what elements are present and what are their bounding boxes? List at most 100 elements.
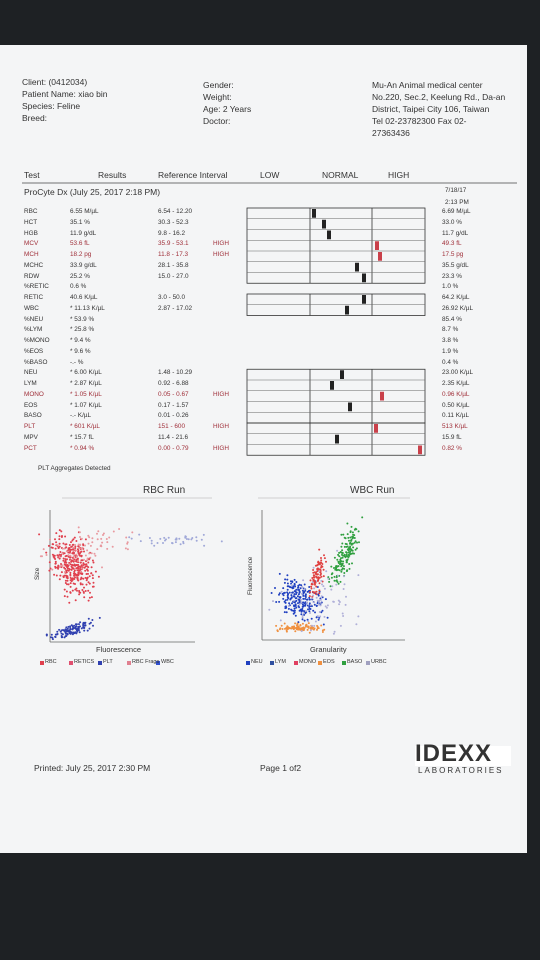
scatter-dot xyxy=(340,570,343,573)
scatter-dot xyxy=(69,574,72,577)
scatter-dot xyxy=(92,585,95,588)
scatter-dot xyxy=(304,596,307,598)
scatter-dot xyxy=(74,623,77,626)
scatter-dot xyxy=(286,588,289,591)
scatter-dot xyxy=(164,539,166,542)
range-box xyxy=(246,207,426,284)
scatter-dot xyxy=(106,541,109,544)
scatter-dot xyxy=(330,588,333,591)
scatter-dot xyxy=(339,558,342,561)
scatter-dot xyxy=(320,579,323,582)
scatter-dot xyxy=(70,545,73,548)
range-marker xyxy=(362,273,366,283)
result: 35.1 % xyxy=(70,218,90,226)
scatter-dot xyxy=(51,553,54,556)
scatter-dot xyxy=(57,566,60,569)
scatter-dot xyxy=(298,599,301,601)
scatter-dot xyxy=(69,563,72,566)
scatter-dot xyxy=(305,623,308,626)
scatter-dot xyxy=(171,542,173,544)
scatter-dot xyxy=(139,540,142,543)
scatter-dot xyxy=(290,583,293,586)
reference: 0.92 - 6.88 xyxy=(158,380,189,387)
scatter-dot xyxy=(79,536,81,538)
scatter-dot xyxy=(62,557,65,560)
test-name: EOS xyxy=(24,401,38,409)
scatter-dot xyxy=(200,538,203,541)
scatter-dot xyxy=(317,627,320,630)
result: * 6.00 K/µL xyxy=(70,369,102,377)
scatter-dot xyxy=(287,597,290,600)
scatter-dot xyxy=(353,541,356,544)
scatter-dot xyxy=(92,624,94,627)
scatter-dot xyxy=(78,623,80,626)
scatter-dot xyxy=(307,620,310,623)
scatter-dot xyxy=(58,578,61,581)
clinic-line: District, Taipei City 106, Taiwan xyxy=(372,104,490,114)
scatter-dot xyxy=(167,536,170,539)
result: * 9.6 % xyxy=(70,347,91,355)
scatter-dot xyxy=(349,530,352,533)
scatter-dot xyxy=(342,533,345,536)
scatter-dot xyxy=(339,560,342,563)
scatter-dot xyxy=(345,570,348,573)
scatter-dot xyxy=(339,624,342,627)
scatter-dot xyxy=(67,569,70,572)
scatter-dot xyxy=(83,586,85,589)
scatter-dot xyxy=(77,625,80,628)
scatter-dot xyxy=(73,558,76,561)
scatter-dot xyxy=(324,598,327,601)
scatter-dot xyxy=(281,592,284,595)
scatter-dot xyxy=(309,603,312,606)
scatter-dot xyxy=(74,545,77,548)
scatter-dot xyxy=(275,601,278,603)
scatter-dot xyxy=(65,574,68,577)
scatter-dot xyxy=(349,550,352,553)
header-field: Patient Name: xiao bin xyxy=(22,89,108,99)
scatter-dot xyxy=(348,539,350,542)
scatter-dot xyxy=(322,575,325,578)
scatter-dot xyxy=(346,533,349,536)
scatter-dot xyxy=(84,576,87,579)
scatter-dot xyxy=(303,627,306,630)
scatter-dot xyxy=(75,540,78,542)
scatter-dot xyxy=(54,566,57,569)
scatter-dot xyxy=(319,598,322,601)
scatter-dot xyxy=(278,572,281,575)
column-header: LOW xyxy=(260,170,280,180)
scatter-dot xyxy=(293,599,295,602)
scatter-dot xyxy=(73,536,76,539)
scatter-dot xyxy=(138,533,141,536)
scatter-dot xyxy=(303,588,306,591)
scatter-dot xyxy=(316,573,319,576)
scatter-dot xyxy=(308,631,311,634)
reference: 9.8 - 16.2 xyxy=(158,229,186,237)
scatter-dot xyxy=(58,553,61,556)
scatter-dot xyxy=(306,598,309,601)
scatter-dot xyxy=(316,567,319,570)
scatter-dot xyxy=(283,622,286,625)
scatter-dot xyxy=(74,599,77,602)
logo-bg xyxy=(415,746,511,766)
scatter-dot xyxy=(100,537,103,540)
scatter-dot xyxy=(94,554,97,557)
scatter-dot xyxy=(349,536,352,539)
scatter-dot xyxy=(73,574,75,577)
result: * 9.4 % xyxy=(70,337,91,344)
scatter-dot xyxy=(298,603,301,606)
scatter-dot xyxy=(312,574,315,577)
scatter-dot xyxy=(71,556,74,559)
clinic-line: Tel 02-23782300 Fax 02- xyxy=(372,116,467,126)
scatter-dot xyxy=(321,583,323,586)
scatter-dot xyxy=(76,557,79,560)
scatter-dot xyxy=(310,582,313,585)
scatter-dot xyxy=(344,603,347,606)
scatter-dot xyxy=(338,603,341,606)
scatter-dot xyxy=(74,548,77,551)
scatter-dot xyxy=(60,563,62,565)
scatter-dot xyxy=(335,568,338,571)
scatter-dot xyxy=(319,601,322,604)
scatter-dot xyxy=(342,565,345,568)
scatter-dot xyxy=(283,600,286,603)
scatter-dot xyxy=(118,528,121,530)
